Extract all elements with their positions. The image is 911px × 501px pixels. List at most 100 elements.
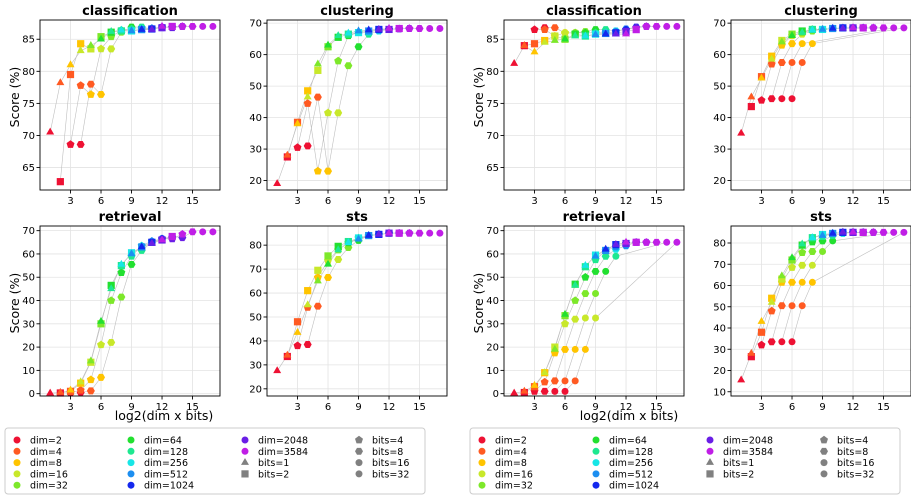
data-point-dim-3584 bbox=[869, 228, 878, 236]
gridlines bbox=[731, 20, 911, 190]
data-point-dim-64 bbox=[324, 40, 332, 48]
data-points bbox=[46, 228, 217, 397]
legend-marker-bits-1 bbox=[706, 458, 714, 465]
y-tick-label: 70 bbox=[249, 265, 262, 276]
legend-label: dim=16 bbox=[30, 469, 68, 480]
x-tick-label: 12 bbox=[156, 402, 169, 413]
data-point-dim-4 bbox=[530, 40, 539, 48]
y-tick-label: 20 bbox=[249, 176, 262, 187]
legend-marker-dim-3584 bbox=[241, 447, 249, 455]
y-tick-label: 20 bbox=[486, 343, 499, 354]
data-points bbox=[737, 227, 908, 383]
right-ylabel-top: Score (%) bbox=[471, 67, 486, 128]
legend-label: dim=128 bbox=[144, 447, 188, 458]
data-point-dim-8 bbox=[324, 167, 333, 175]
data-point-dim-4 bbox=[283, 350, 292, 358]
data-point-dim-3584 bbox=[405, 24, 414, 32]
data-point-dim-2 bbox=[46, 127, 55, 135]
x-tick-label: 9 bbox=[128, 196, 134, 207]
y-tick-label: 80 bbox=[22, 67, 35, 78]
right-ylabel-bottom: Score (%) bbox=[471, 273, 486, 334]
data-point-dim-4 bbox=[540, 25, 549, 34]
bits-connector bbox=[791, 27, 904, 99]
data-point-dim-2 bbox=[303, 341, 312, 348]
legend-marker-dim-2 bbox=[478, 436, 486, 444]
data-point-dim-32 bbox=[571, 296, 580, 304]
data-point-dim-4 bbox=[520, 41, 529, 48]
x-tick-label: 3 bbox=[531, 196, 537, 207]
legend-label: bits=1 bbox=[258, 458, 289, 469]
data-point-dim-16 bbox=[540, 37, 549, 45]
subplot-title: clustering bbox=[320, 4, 394, 19]
data-point-dim-4 bbox=[747, 92, 756, 100]
data-point-dim-512 bbox=[127, 249, 136, 257]
legend-marker-dim-512 bbox=[127, 470, 135, 478]
data-point-dim-32 bbox=[313, 59, 322, 67]
data-point-dim-3584 bbox=[663, 22, 671, 30]
right-panel: 3 6 9 12 15 65 70 75 80 85 classification 3 6 9 12 15 20… bbox=[469, 4, 911, 495]
x-tick-label: 6 bbox=[789, 402, 795, 413]
subplot-title: sts bbox=[346, 210, 368, 225]
data-point-dim-8 bbox=[304, 287, 312, 295]
x-tick-label: 6 bbox=[789, 196, 795, 207]
x-tick-label: 3 bbox=[67, 196, 73, 207]
data-point-dim-32 bbox=[334, 56, 343, 65]
data-point-dim-8 bbox=[571, 345, 579, 353]
data-point-dim-32 bbox=[86, 356, 95, 364]
data-point-dim-2 bbox=[778, 338, 786, 346]
data-point-dim-2048 bbox=[611, 29, 620, 37]
legend-marker-bits-32 bbox=[355, 470, 363, 478]
legend-marker-bits-2 bbox=[706, 470, 714, 478]
data-point-dim-16 bbox=[561, 28, 570, 37]
legend-marker-bits-16 bbox=[820, 459, 828, 467]
data-point-dim-3584 bbox=[178, 229, 187, 238]
data-point-dim-64 bbox=[97, 34, 105, 42]
plot-border bbox=[39, 19, 221, 191]
data-point-dim-4 bbox=[550, 24, 559, 32]
y-tick-label: 50 bbox=[22, 273, 35, 284]
x-tick-label: 9 bbox=[592, 402, 598, 413]
data-point-dim-3584 bbox=[869, 23, 878, 32]
x-tick-label: 6 bbox=[562, 196, 568, 207]
legend-marker-dim-128 bbox=[592, 447, 600, 455]
y-tick-label: 20 bbox=[249, 384, 262, 395]
legend-marker-dim-256 bbox=[592, 459, 600, 467]
data-point-dim-8 bbox=[561, 345, 570, 353]
y-tick-label: 60 bbox=[486, 249, 499, 260]
data-point-dim-16 bbox=[581, 314, 589, 322]
data-point-dim-256 bbox=[344, 238, 353, 246]
data-point-dim-64 bbox=[324, 259, 332, 267]
legend-label: bits=16 bbox=[372, 458, 409, 469]
legend-marker-dim-8 bbox=[478, 459, 486, 467]
legend-marker-dim-4 bbox=[13, 447, 21, 455]
data-point-dim-16 bbox=[592, 314, 600, 322]
x-tick-label: 12 bbox=[620, 402, 633, 413]
y-tick-label: 65 bbox=[486, 163, 499, 174]
subplot-title: classification bbox=[546, 4, 642, 19]
data-point-dim-3584 bbox=[859, 24, 867, 32]
x-tick-label: 6 bbox=[562, 402, 568, 413]
data-point-dim-32 bbox=[808, 248, 817, 255]
legend-marker-bits-8 bbox=[355, 447, 363, 455]
y-tick-label: 70 bbox=[713, 260, 726, 271]
data-point-dim-1024 bbox=[364, 230, 373, 238]
data-point-dim-3584 bbox=[436, 25, 444, 32]
plot-border bbox=[266, 19, 448, 191]
data-point-dim-2048 bbox=[147, 25, 156, 32]
data-point-dim-4 bbox=[571, 377, 579, 385]
y-tick-label: 30 bbox=[486, 319, 499, 330]
data-point-dim-2 bbox=[46, 388, 55, 396]
legend-label: dim=64 bbox=[144, 436, 182, 447]
data-point-dim-3584 bbox=[890, 228, 898, 236]
data-point-dim-8 bbox=[304, 87, 312, 95]
data-point-dim-16 bbox=[107, 45, 116, 53]
legend-marker-dim-128 bbox=[127, 447, 135, 455]
subplot-left-clustering: 3 6 9 12 15 20 30 40 50 60 70 clustering bbox=[249, 4, 448, 207]
data-point-dim-4 bbox=[777, 59, 786, 66]
x-tick-label: 15 bbox=[413, 402, 426, 413]
legend-label: dim=8 bbox=[30, 458, 62, 469]
data-point-dim-2 bbox=[76, 140, 85, 148]
data-point-dim-4 bbox=[520, 386, 529, 394]
data-point-dim-2 bbox=[747, 353, 755, 361]
